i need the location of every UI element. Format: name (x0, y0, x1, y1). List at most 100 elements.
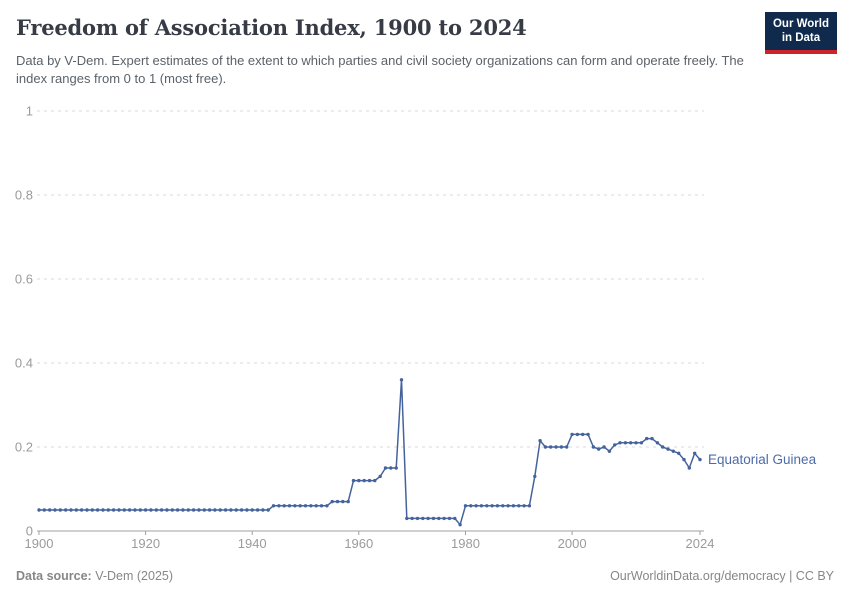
series-data-point (122, 508, 127, 512)
series-line (39, 379, 701, 526)
series-data-point (538, 439, 542, 443)
series-data-point (319, 504, 324, 508)
series-data-point (95, 508, 100, 512)
series-data-point (117, 508, 121, 512)
series-data-point (506, 504, 510, 508)
series-data-point (261, 508, 265, 512)
chart-footer: Data source: V-Dem (2025) OurWorldinData… (16, 569, 834, 583)
series-data-point (207, 508, 212, 512)
series-data-point (357, 478, 361, 483)
y-axis-tick-label: 0 (26, 524, 33, 539)
series-data-point (666, 447, 670, 451)
series-data-point (287, 504, 292, 508)
series-data-point (613, 443, 617, 447)
owid-logo: Our World in Data (764, 12, 837, 54)
series-data-point (415, 516, 420, 521)
data-source-value: V-Dem (2025) (91, 569, 174, 583)
series-data-point (48, 508, 52, 512)
series-data-point (325, 504, 329, 508)
series-data-point (629, 441, 633, 445)
series-data-point (389, 466, 393, 470)
series-data-point (186, 508, 190, 512)
series-data-point (437, 516, 441, 521)
series-data-point (501, 504, 505, 508)
series-data-point (90, 508, 95, 512)
chart-title: Freedom of Association Index, 1900 to 20… (16, 15, 527, 40)
series-data-point (277, 504, 281, 508)
series-data-point (181, 508, 185, 512)
series-data-point (298, 504, 302, 508)
series-data-point (597, 447, 601, 451)
series-data-point (511, 504, 516, 508)
series-data-point (426, 516, 430, 521)
series-data-point (463, 504, 468, 508)
series-data-point (245, 508, 249, 512)
series-data-point (655, 441, 660, 445)
series-data-point (394, 466, 398, 470)
x-axis-tick-label: 1960 (344, 536, 373, 551)
series-data-point (101, 508, 105, 512)
series-data-point (677, 451, 681, 455)
series-data-point (58, 508, 62, 512)
owid-logo-line-2: in Data (781, 31, 821, 44)
series-data-point (554, 445, 558, 449)
series-data-point (218, 508, 222, 512)
series-data-point (495, 504, 500, 508)
series-data-point (362, 478, 366, 483)
series-data-point (346, 499, 350, 504)
series-data-point (202, 508, 206, 512)
series-end-label: Equatorial Guinea (708, 452, 817, 467)
series-data-point (133, 508, 137, 512)
series-data-point (517, 504, 521, 508)
series-data-point (170, 508, 174, 512)
series-data-point (373, 478, 377, 483)
series-data-point (490, 504, 494, 508)
series-data-point (431, 516, 436, 521)
series-data-point (618, 441, 622, 445)
chart-subtitle: Data by V-Dem. Expert estimates of the e… (16, 53, 744, 86)
series-data-point (127, 508, 132, 512)
series-data-point (63, 508, 68, 512)
y-axis-tick-label: 0.8 (15, 188, 33, 203)
x-axis-tick-label: 1940 (238, 536, 267, 551)
x-axis-tick-label: 1900 (25, 536, 54, 551)
series-data-point (527, 504, 532, 508)
series-data-point (106, 508, 111, 512)
x-axis-tick-label: 2024 (686, 536, 715, 551)
series-data-point (661, 445, 665, 449)
series-data-point (266, 508, 270, 512)
series-data-point (405, 516, 409, 521)
series-data-point (223, 508, 228, 512)
series-data-point (581, 432, 585, 437)
series-data-point (191, 508, 196, 512)
series-data-point (479, 504, 484, 508)
series-data-point (314, 504, 318, 508)
series-data-point (335, 499, 340, 504)
series-data-point (442, 516, 446, 521)
series-data-point (42, 508, 46, 512)
data-source-label: Data source: (16, 569, 92, 583)
series-data-point (309, 504, 313, 508)
series-data-point (586, 432, 590, 437)
series-data-point (79, 508, 84, 512)
series-data-point (378, 474, 382, 479)
series-data-point (671, 449, 675, 453)
series-data-point (330, 499, 334, 504)
series-data-point (303, 504, 308, 508)
credit-link: OurWorldinData.org/democracy | CC BY (610, 569, 834, 583)
series-data-point (367, 478, 372, 483)
series-data-point (639, 441, 644, 445)
series-data-point (351, 478, 356, 483)
series-data-point (74, 508, 79, 512)
series-data-point (623, 441, 628, 445)
series-data-point (111, 508, 116, 512)
series-data-point (565, 445, 569, 449)
series-data-point (255, 508, 260, 512)
series-data-point (69, 508, 73, 512)
owid-logo-line-1: Our World (772, 18, 829, 30)
series-data-point (239, 508, 244, 512)
series-data-point (533, 474, 537, 479)
series-data-point (234, 508, 238, 512)
series-data-point (549, 445, 553, 449)
